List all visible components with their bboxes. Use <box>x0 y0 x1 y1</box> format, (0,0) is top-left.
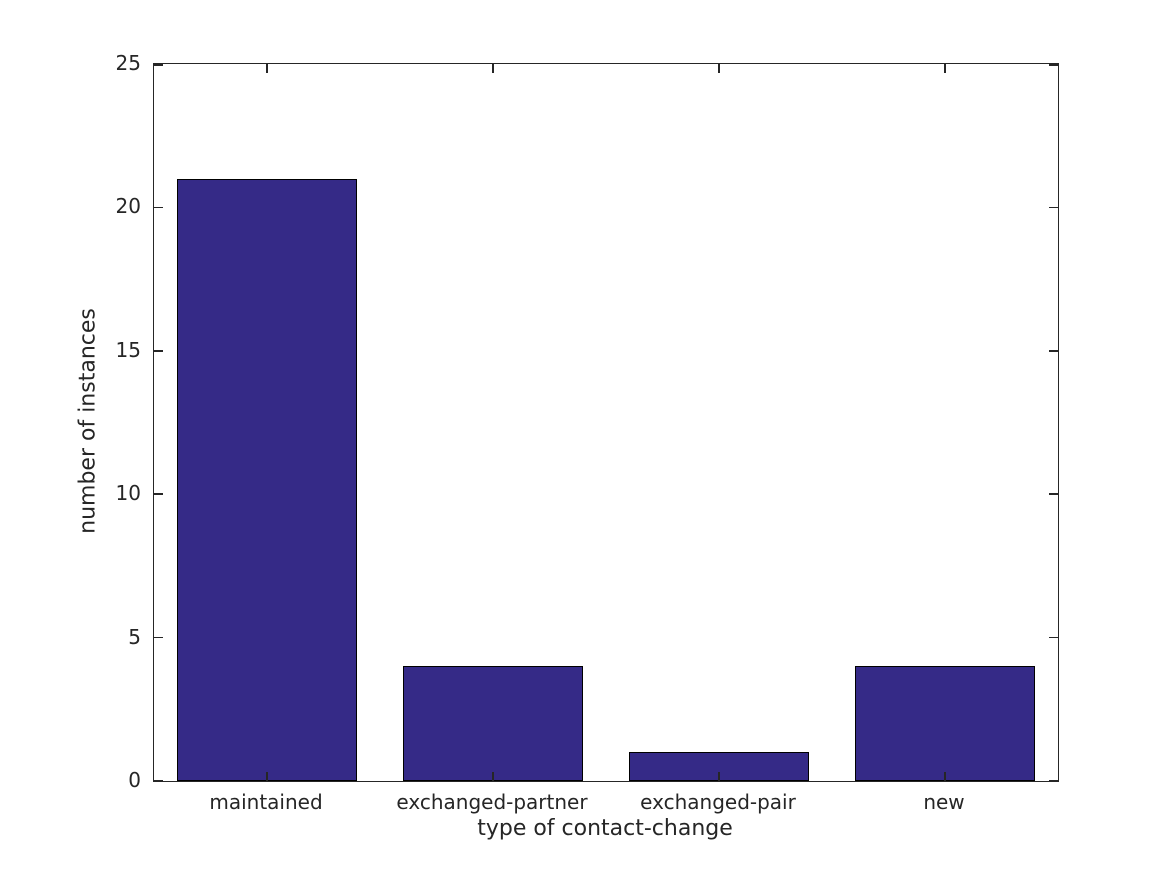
x-tick-top <box>944 64 946 73</box>
x-axis-title: type of contact-change <box>477 816 733 841</box>
plot-area <box>153 63 1059 782</box>
y-tick-label: 0 <box>128 768 141 792</box>
y-tick-label: 20 <box>115 194 141 219</box>
y-tick-right <box>1049 350 1058 352</box>
y-tick-label: 15 <box>115 337 141 362</box>
x-tick-top <box>718 64 720 73</box>
x-tick-label-exchanged-partner: exchanged-partner <box>396 790 588 814</box>
x-tick-top <box>492 64 494 73</box>
y-tick-right <box>1049 493 1058 495</box>
y-tick-right <box>1049 779 1058 781</box>
x-tick-bottom <box>944 772 946 781</box>
y-tick-label: 25 <box>115 51 141 75</box>
bar-exchanged-partner <box>402 666 584 781</box>
x-tick-label-maintained: maintained <box>209 790 323 814</box>
y-tick-left <box>154 636 163 639</box>
y-tick-right <box>1049 206 1058 209</box>
x-tick-bottom <box>718 772 720 781</box>
y-tick-left <box>154 493 163 495</box>
y-tick-left <box>154 64 163 66</box>
bar-new <box>854 666 1036 781</box>
y-tick-label: 10 <box>115 481 141 506</box>
x-tick-bottom <box>492 772 494 781</box>
y-tick-right <box>1049 636 1058 639</box>
x-tick-top <box>266 64 268 73</box>
x-tick-label-exchanged-pair: exchanged-pair <box>640 790 796 814</box>
x-tick-bottom <box>266 772 268 781</box>
y-tick-left <box>154 206 163 209</box>
y-tick-label: 5 <box>128 624 141 649</box>
y-tick-left <box>154 350 163 352</box>
y-tick-right <box>1049 64 1058 66</box>
y-axis-title: number of instances <box>75 308 101 534</box>
x-tick-label-new: new <box>923 790 965 814</box>
bar-maintained <box>176 178 358 781</box>
y-tick-left <box>154 779 163 781</box>
